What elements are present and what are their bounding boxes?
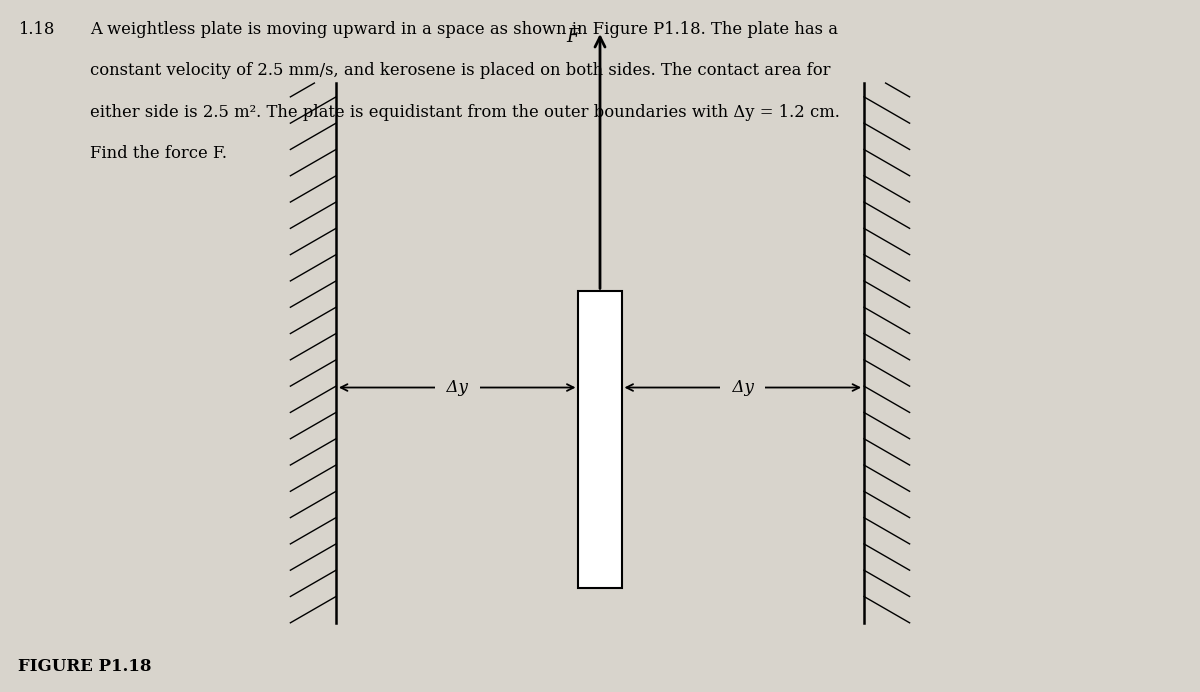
- Text: FIGURE P1.18: FIGURE P1.18: [18, 657, 151, 675]
- Text: Δy: Δy: [436, 379, 479, 396]
- Text: 1.18: 1.18: [18, 21, 54, 38]
- Text: constant velocity of 2.5 mm/s, and kerosene is placed on both sides. The contact: constant velocity of 2.5 mm/s, and keros…: [90, 62, 830, 80]
- Text: either side is 2.5 m². The plate is equidistant from the outer boundaries with Δ: either side is 2.5 m². The plate is equi…: [90, 104, 840, 121]
- Bar: [578, 291, 622, 588]
- Text: Find the force F.: Find the force F.: [90, 145, 227, 163]
- Text: Δy: Δy: [721, 379, 764, 396]
- Text: A weightless plate is moving upward in a space as shown in Figure P1.18. The pla: A weightless plate is moving upward in a…: [90, 21, 838, 38]
- Text: F: F: [566, 28, 578, 46]
